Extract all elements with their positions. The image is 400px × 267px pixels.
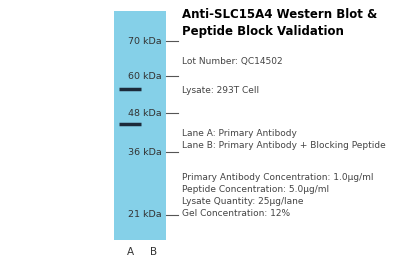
Text: A: A <box>126 247 134 257</box>
Text: 60 kDa: 60 kDa <box>128 72 162 81</box>
Text: Anti-SLC15A4 Western Blot &
Peptide Block Validation: Anti-SLC15A4 Western Blot & Peptide Bloc… <box>182 8 377 37</box>
Text: 70 kDa: 70 kDa <box>128 37 162 46</box>
Text: Primary Antibody Concentration: 1.0μg/ml: Primary Antibody Concentration: 1.0μg/ml <box>182 173 374 182</box>
Text: Lysate Quantity: 25μg/lane: Lysate Quantity: 25μg/lane <box>182 197 304 206</box>
Text: Lysate: 293T Cell: Lysate: 293T Cell <box>182 86 259 95</box>
Text: 48 kDa: 48 kDa <box>128 109 162 118</box>
Text: Lane A: Primary Antibody: Lane A: Primary Antibody <box>182 129 297 138</box>
Text: B: B <box>150 247 158 257</box>
Text: Lot Number: QC14502: Lot Number: QC14502 <box>182 57 283 66</box>
Bar <box>114 11 166 240</box>
Text: Gel Concentration: 12%: Gel Concentration: 12% <box>182 209 290 218</box>
Text: Peptide Concentration: 5.0μg/ml: Peptide Concentration: 5.0μg/ml <box>182 185 329 194</box>
Text: Lane B: Primary Antibody + Blocking Peptide: Lane B: Primary Antibody + Blocking Pept… <box>182 141 386 150</box>
Text: 36 kDa: 36 kDa <box>128 148 162 157</box>
Text: 21 kDa: 21 kDa <box>128 210 162 219</box>
